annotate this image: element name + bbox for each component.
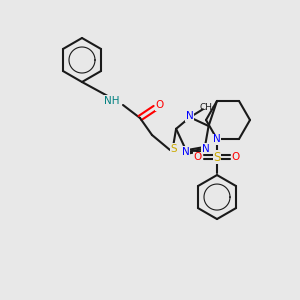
Text: O: O (194, 152, 202, 162)
Text: N: N (182, 147, 190, 157)
Text: S: S (213, 151, 221, 164)
Text: N: N (202, 144, 209, 154)
Text: NH: NH (104, 96, 120, 106)
Text: O: O (232, 152, 240, 162)
Text: N: N (213, 134, 221, 144)
Text: S: S (171, 144, 177, 154)
Text: CH₃: CH₃ (200, 103, 216, 112)
Text: O: O (156, 100, 164, 110)
Text: N: N (186, 111, 194, 121)
